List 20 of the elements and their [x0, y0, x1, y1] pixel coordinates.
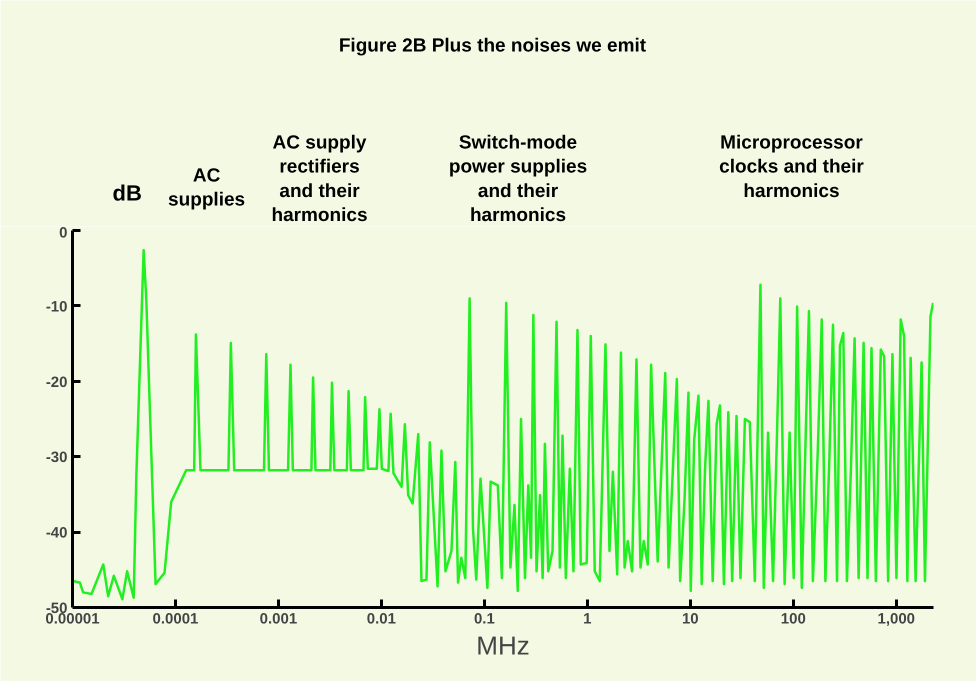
x-tick-label: 0.001	[260, 610, 298, 628]
x-tick-label: 0.1	[474, 610, 495, 628]
y-tick-label: 0	[59, 224, 68, 242]
x-tick-label: 1	[583, 610, 592, 628]
x-tick-label: 10	[682, 610, 699, 628]
text: Switch-mode power supplies and their harmonics	[448, 132, 588, 226]
x-tick-label: 0.01	[366, 610, 396, 628]
y-tick-label: -10	[46, 298, 68, 316]
text: Microprocessor clocks and their harmonics	[719, 132, 864, 202]
x-tick-label: 1,000	[877, 610, 916, 628]
y-tick-label: -20	[46, 374, 68, 391]
x-axis-title: MHz	[476, 630, 530, 660]
text: AC supplies	[168, 166, 246, 211]
text: AC supply rectifiers and their harmonics	[271, 132, 368, 226]
x-tick-label: 100	[780, 610, 806, 628]
y-tick-label: -40	[46, 524, 68, 542]
chart-title: Figure 2B Plus the noises we emit	[338, 36, 647, 56]
y-axis-title: dB	[112, 180, 142, 206]
y-tick-label: -30	[46, 449, 68, 466]
x-tick-label: 0.0001	[152, 610, 198, 628]
